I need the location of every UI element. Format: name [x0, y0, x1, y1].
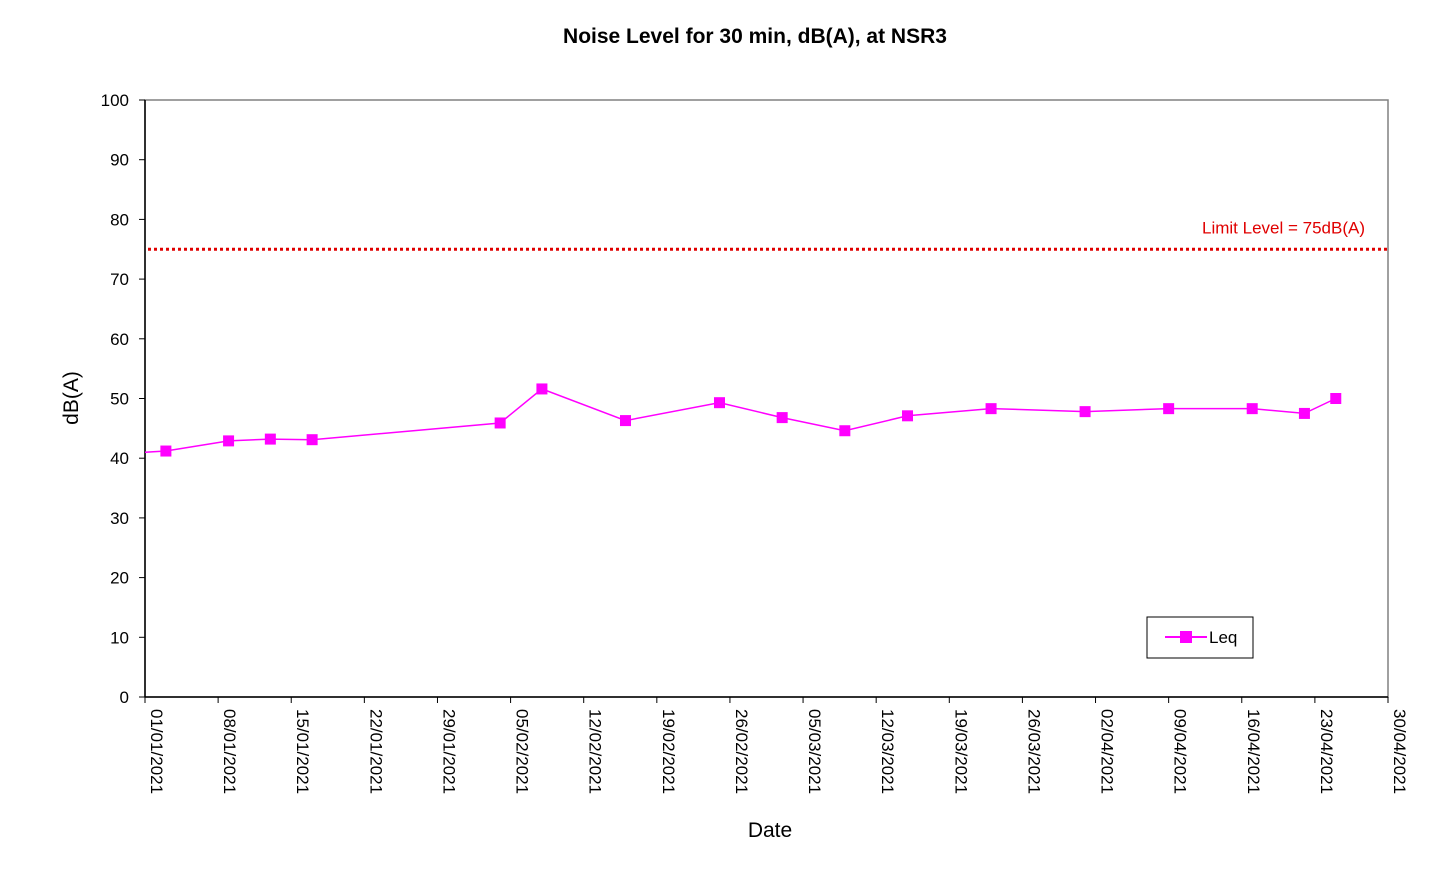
legend: Leq — [1146, 616, 1254, 659]
x-tick-label: 26/02/2021 — [732, 709, 751, 794]
data-point-leq — [713, 397, 725, 409]
data-point-leq — [264, 433, 276, 445]
data-point-leq — [1079, 406, 1091, 418]
x-tick-label: 16/04/2021 — [1244, 709, 1263, 794]
y-axis: 0 10 20 30 40 50 60 70 80 90 100 — [101, 91, 146, 707]
x-tick-label: 05/02/2021 — [513, 709, 532, 794]
data-point-leq — [1163, 403, 1175, 415]
series-line-leq — [144, 388, 1337, 453]
data-point-leq — [494, 417, 506, 429]
x-axis: 01/01/2021 08/01/2021 15/01/2021 22/01/2021… — [144, 696, 1409, 794]
data-point-leq — [902, 410, 914, 422]
x-tick-label: 26/03/2021 — [1024, 709, 1043, 794]
y-tick-label: 30 — [110, 509, 129, 528]
y-tick-label: 10 — [110, 628, 129, 647]
y-tick-label: 90 — [110, 151, 129, 170]
data-point-leq — [1330, 393, 1342, 404]
x-tick-label: 05/03/2021 — [805, 709, 824, 794]
data-point-leq — [536, 383, 548, 395]
plot-area — [144, 99, 1389, 698]
y-tick-label: 20 — [110, 569, 129, 588]
x-tick-label: 08/01/2021 — [220, 709, 239, 794]
y-tick-label: 80 — [110, 210, 129, 229]
data-point-leq — [160, 445, 172, 457]
x-tick-label: 19/03/2021 — [951, 709, 970, 794]
data-point-leq — [1298, 407, 1310, 419]
x-tick-label: 12/02/2021 — [586, 709, 605, 794]
y-tick-label: 60 — [110, 330, 129, 349]
x-tick-label: 01/01/2021 — [147, 709, 166, 794]
y-tick-label: 0 — [120, 688, 129, 707]
x-tick-label: 30/04/2021 — [1390, 709, 1409, 794]
x-tick-label: 09/04/2021 — [1171, 709, 1190, 794]
y-tick-label: 70 — [110, 270, 129, 289]
x-axis-label: Date — [748, 819, 792, 842]
y-tick-label: 100 — [101, 91, 129, 110]
data-point-leq — [839, 425, 851, 437]
x-tick-label: 19/02/2021 — [659, 709, 678, 794]
x-tick-label: 02/04/2021 — [1098, 709, 1117, 794]
data-point-leq — [776, 412, 788, 424]
data-point-leq — [619, 415, 631, 427]
legend-marker — [1180, 631, 1192, 643]
data-point-leq — [1246, 403, 1258, 415]
series-layer — [144, 383, 1342, 457]
x-tick-label: 15/01/2021 — [293, 709, 312, 794]
reference-lines: Limit Level = 75dB(A) — [148, 218, 1388, 251]
x-tick-label: 12/03/2021 — [878, 709, 897, 794]
legend-label-leq: Leq — [1209, 628, 1237, 647]
y-axis-label: dB(A) — [60, 371, 83, 425]
x-tick-label: 22/01/2021 — [366, 709, 385, 794]
data-point-leq — [223, 435, 235, 447]
limit-label: Limit Level = 75dB(A) — [1202, 218, 1365, 237]
y-tick-label: 50 — [110, 390, 129, 409]
chart-title: Noise Level for 30 min, dB(A), at NSR3 — [563, 25, 947, 48]
x-tick-label: 23/04/2021 — [1317, 709, 1336, 794]
data-point-leq — [306, 434, 318, 446]
x-tick-label: 29/01/2021 — [439, 709, 458, 794]
data-point-leq — [985, 403, 997, 415]
y-tick-label: 40 — [110, 449, 129, 468]
